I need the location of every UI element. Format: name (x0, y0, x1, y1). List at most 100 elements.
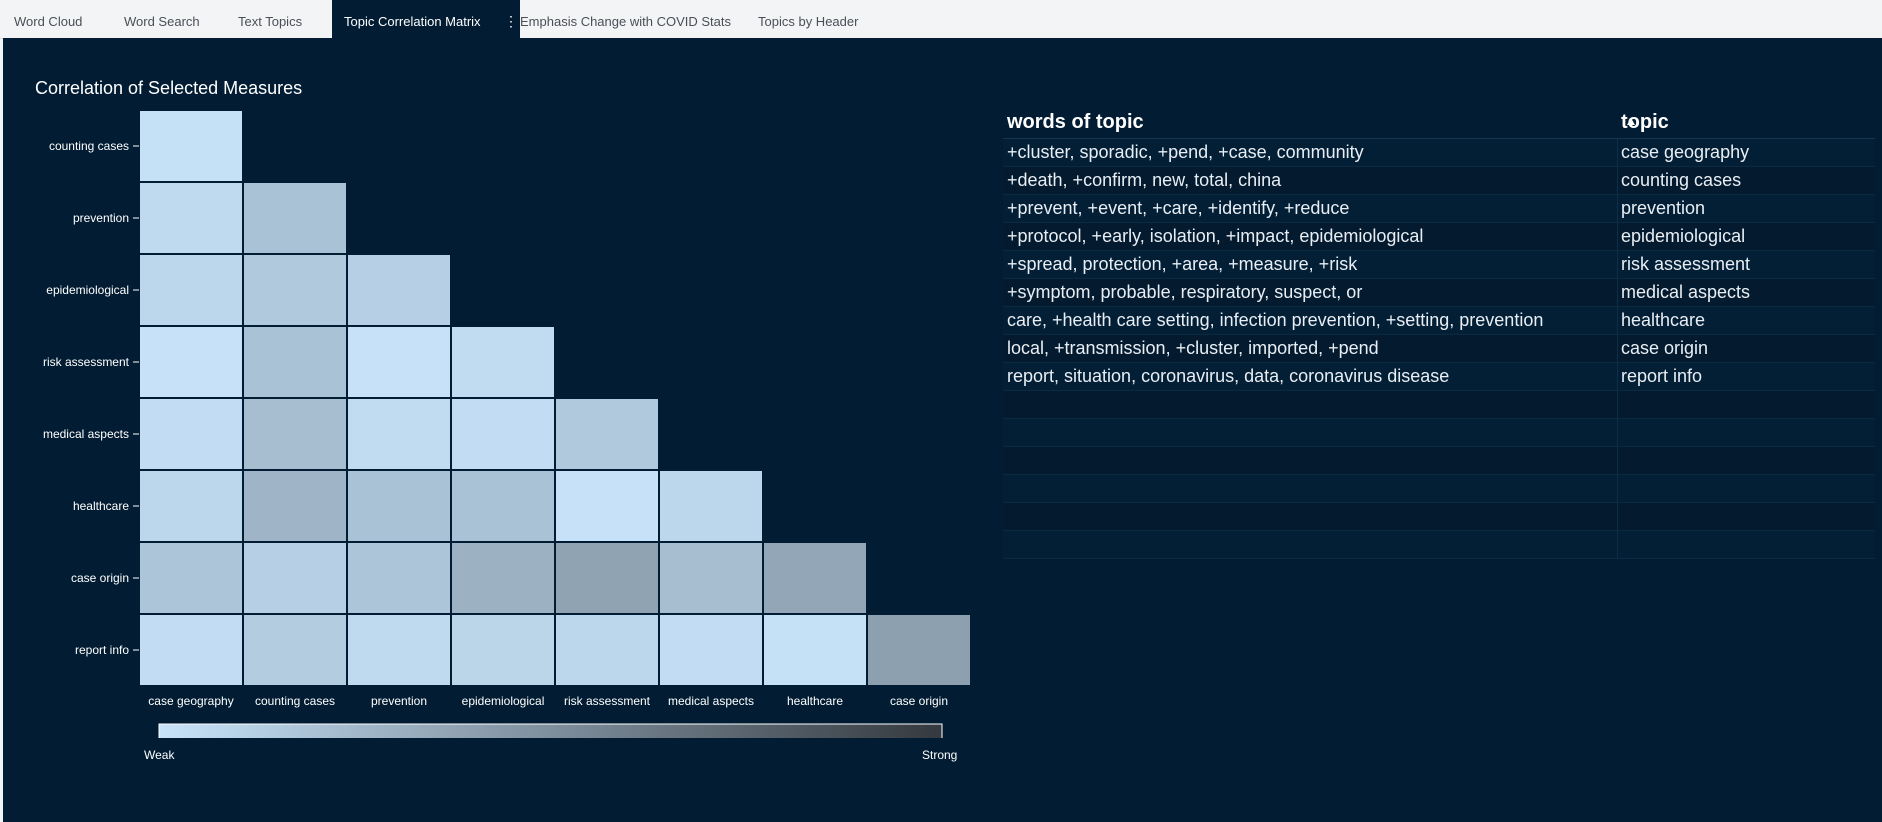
column-header-topic[interactable]: topic (1621, 111, 1669, 133)
color-scale-legend (158, 723, 943, 738)
table-row[interactable]: +symptom, probable, respiratory, suspect… (1003, 279, 1875, 307)
heatmap-cell[interactable] (450, 469, 556, 543)
empty-table-row (1003, 447, 1875, 475)
tab-label: Topic Correlation Matrix (344, 14, 481, 29)
heatmap-cell[interactable] (762, 613, 868, 687)
heatmap-cell[interactable] (346, 613, 452, 687)
cell-topic: medical aspects (1621, 282, 1751, 302)
column-divider (1617, 447, 1618, 474)
row-label: prevention (73, 211, 129, 225)
column-divider (1617, 531, 1618, 558)
heatmap-cell[interactable] (242, 469, 348, 543)
heatmap-cell[interactable] (138, 397, 244, 471)
cell-topic: case origin (1621, 338, 1709, 358)
heatmap-cell[interactable] (346, 325, 452, 399)
heatmap-cell[interactable] (346, 397, 452, 471)
column-divider (1617, 419, 1618, 446)
cell-words-of-topic: +cluster, sporadic, +pend, +case, commun… (1007, 142, 1364, 162)
heatmap-cell[interactable] (658, 469, 764, 543)
table-row[interactable]: care, +health care setting, infection pr… (1003, 307, 1875, 335)
cell-words-of-topic: report, situation, coronavirus, data, co… (1007, 366, 1450, 386)
column-divider (1617, 475, 1618, 502)
correlation-heatmap[interactable]: counting cases prevention epidemiological r… (3, 38, 983, 738)
heatmap-cell[interactable] (450, 397, 556, 471)
cell-words-of-topic: +protocol, +early, isolation, +impact, e… (1007, 226, 1424, 246)
heatmap-cell[interactable] (450, 325, 556, 399)
heatmap-cell[interactable] (242, 253, 348, 327)
table-row[interactable]: report, situation, coronavirus, data, co… (1003, 363, 1875, 391)
heatmap-cell[interactable] (554, 613, 660, 687)
heatmap-cell[interactable] (138, 613, 244, 687)
heatmap-cell[interactable] (242, 325, 348, 399)
topics-table: words of topic topic +cluster, sporadic,… (1003, 108, 1875, 559)
empty-table-row (1003, 531, 1875, 559)
cell-topic: case geography (1621, 142, 1750, 162)
heatmap-cell[interactable] (242, 613, 348, 687)
heatmap-cell[interactable] (658, 541, 764, 615)
heatmap-cell[interactable] (346, 541, 452, 615)
tab-text-topics[interactable]: Text Topics (238, 14, 303, 29)
row-label: risk assessment (43, 355, 130, 369)
chart-title: Correlation of Selected Measures (35, 78, 303, 98)
heatmap-cell[interactable] (138, 541, 244, 615)
tab-word-search[interactable]: Word Search (124, 14, 200, 29)
heatmap-cell[interactable] (554, 541, 660, 615)
heatmap-cell[interactable] (138, 109, 244, 183)
table-row[interactable]: +cluster, sporadic, +pend, +case, commun… (1003, 139, 1875, 167)
tab-emphasis-change-with-covid-stats[interactable]: Emphasis Change with COVID Stats (520, 14, 731, 29)
legend-strong-label: Strong (922, 748, 958, 762)
column-divider (1617, 195, 1618, 222)
tab-topics-by-header[interactable]: Topics by Header (758, 14, 859, 29)
heatmap-cell[interactable] (762, 541, 868, 615)
heatmap-cell[interactable] (658, 613, 764, 687)
column-label: prevention (371, 694, 427, 708)
heatmap-cell[interactable] (242, 397, 348, 471)
heatmap-cell[interactable] (138, 253, 244, 327)
cell-topic: healthcare (1621, 310, 1706, 330)
row-label: counting cases (49, 139, 129, 153)
column-header-words-of-topic[interactable]: words of topic (1007, 111, 1144, 133)
column-divider (1617, 363, 1618, 390)
cell-topic: risk assessment (1621, 254, 1751, 274)
cell-topic: epidemiological (1621, 226, 1746, 246)
empty-table-row (1003, 475, 1875, 503)
sort-ascending-icon[interactable] (1627, 118, 1635, 125)
heatmap-cell[interactable] (138, 469, 244, 543)
heatmap-cell[interactable] (554, 469, 660, 543)
column-label: medical aspects (668, 694, 754, 708)
table-row[interactable]: +protocol, +early, isolation, +impact, e… (1003, 223, 1875, 251)
column-label: case origin (890, 694, 948, 708)
row-label: medical aspects (43, 427, 129, 441)
column-divider (1617, 335, 1618, 362)
heatmap-cell[interactable] (450, 613, 556, 687)
row-label: healthcare (73, 499, 129, 513)
legend-weak-label: Weak (144, 748, 175, 762)
heatmap-cell[interactable] (554, 397, 660, 471)
table-row[interactable]: +prevent, +event, +care, +identify, +red… (1003, 195, 1875, 223)
heatmap-cell[interactable] (138, 181, 244, 255)
column-label: epidemiological (462, 694, 545, 708)
heatmap-cell[interactable] (866, 613, 972, 687)
heatmap-cell[interactable] (346, 253, 452, 327)
heatmap-cell[interactable] (242, 181, 348, 255)
table-row[interactable]: +spread, protection, +area, +measure, +r… (1003, 251, 1875, 279)
tab-topic-correlation-matrix[interactable]: Topic Correlation Matrix ⋮ (332, 0, 520, 38)
heatmap-cell[interactable] (346, 469, 452, 543)
empty-table-row (1003, 391, 1875, 419)
heatmap-cell[interactable] (450, 541, 556, 615)
heatmap-cell[interactable] (138, 325, 244, 399)
column-divider (1617, 167, 1618, 194)
table-row[interactable]: +death, +confirm, new, total, china count… (1003, 167, 1875, 195)
column-divider (1617, 279, 1618, 306)
table-body: +cluster, sporadic, +pend, +case, commun… (1003, 139, 1875, 559)
tab-word-cloud[interactable]: Word Cloud (14, 14, 83, 29)
table-header: words of topic topic (1003, 108, 1875, 139)
cell-words-of-topic: care, +health care setting, infection pr… (1007, 310, 1544, 330)
table-row[interactable]: local, +transmission, +cluster, imported… (1003, 335, 1875, 363)
empty-table-row (1003, 503, 1875, 531)
vertical-ellipsis-icon[interactable]: ⋮ (504, 13, 518, 29)
heatmap-cell[interactable] (242, 541, 348, 615)
column-label: case geography (148, 694, 233, 708)
cell-words-of-topic: local, +transmission, +cluster, imported… (1007, 338, 1379, 358)
row-label: epidemiological (46, 283, 129, 297)
